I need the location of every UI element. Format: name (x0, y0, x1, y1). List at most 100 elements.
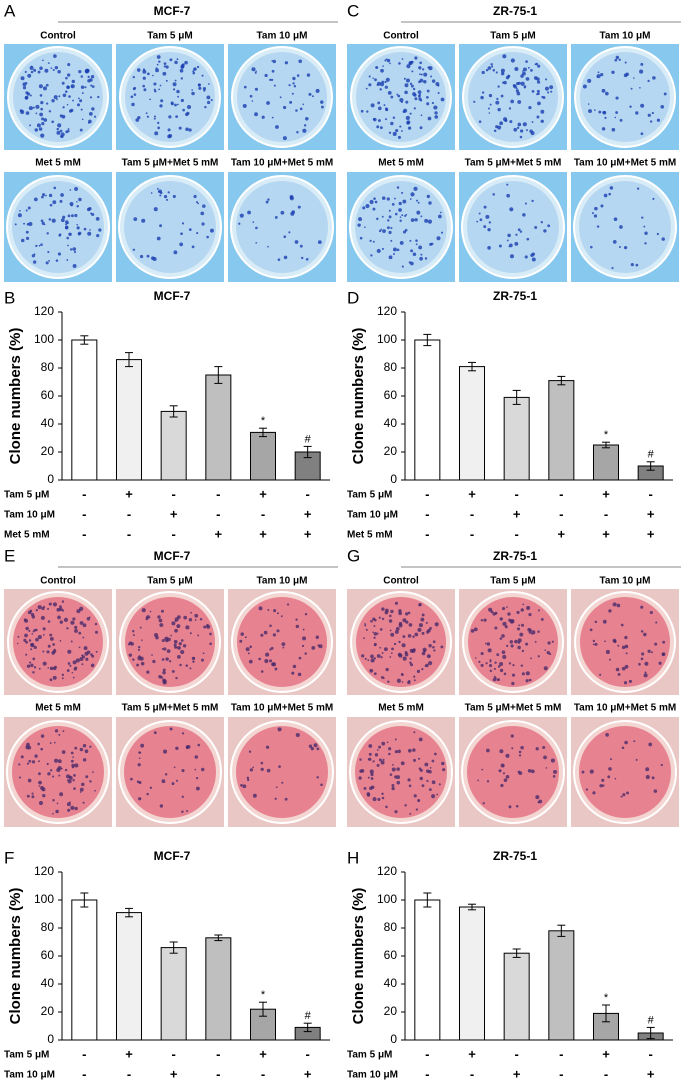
colony (413, 107, 416, 110)
colony (269, 624, 272, 628)
colony (55, 809, 59, 814)
colony (506, 239, 509, 242)
colony (132, 629, 135, 633)
colony (162, 671, 166, 675)
colony (305, 257, 309, 261)
colony (239, 639, 243, 643)
colony (136, 663, 140, 667)
colony (180, 98, 184, 103)
colony (594, 109, 596, 111)
colony (520, 608, 524, 612)
colony (84, 749, 89, 754)
colony (480, 652, 484, 656)
colony (542, 96, 546, 99)
colony (156, 187, 159, 190)
colony (511, 681, 515, 686)
colony (25, 653, 28, 656)
colony (295, 618, 298, 621)
colony (316, 776, 319, 779)
treatment-sign: + (468, 486, 476, 501)
colony (166, 649, 171, 653)
colony (172, 82, 177, 87)
colony (158, 618, 163, 623)
colony (635, 758, 638, 761)
colony (87, 231, 92, 236)
colony (406, 78, 410, 83)
colony (33, 68, 37, 72)
colony (520, 623, 525, 627)
colony (133, 93, 137, 96)
y-tick-label: 100 (34, 892, 54, 906)
colony (503, 80, 507, 85)
colony (138, 645, 141, 649)
colony (537, 609, 541, 612)
colony (185, 625, 190, 630)
colony (200, 211, 205, 216)
colony (49, 203, 53, 207)
colony (506, 644, 509, 647)
colony (67, 214, 71, 218)
colony (40, 747, 44, 751)
well-label: Tam 10 μM+Met 5 mM (231, 703, 333, 714)
colony (191, 89, 194, 91)
colony (600, 73, 604, 77)
colony (388, 230, 392, 235)
colony (392, 116, 396, 120)
colony (509, 243, 513, 248)
colony (180, 232, 183, 236)
colony (165, 65, 169, 69)
colony (656, 232, 660, 236)
colony (545, 767, 548, 769)
colony (142, 69, 147, 74)
colony (581, 770, 585, 774)
colony (267, 609, 270, 612)
colony (149, 610, 152, 613)
colony (137, 648, 141, 651)
colony (167, 128, 171, 132)
colony (407, 126, 412, 130)
treatment-name: Tam 10 μM (4, 510, 55, 521)
well-medium (467, 726, 559, 818)
colony (52, 666, 57, 671)
colony (519, 230, 523, 233)
colony (401, 101, 403, 104)
colony (418, 623, 423, 628)
colony (423, 649, 426, 653)
colony (183, 615, 188, 620)
colony (401, 191, 404, 194)
colony (587, 78, 592, 83)
colony (537, 92, 540, 96)
colony (496, 97, 499, 101)
colony (194, 619, 197, 621)
colony (544, 86, 549, 91)
colony (594, 642, 598, 646)
well-rim (461, 175, 565, 279)
colony (146, 115, 149, 118)
colony (488, 664, 493, 668)
colony (505, 775, 510, 779)
colony (162, 71, 167, 76)
colony (181, 795, 184, 798)
significance-label: * (604, 992, 609, 1004)
colony (419, 256, 423, 261)
colony (537, 655, 540, 658)
colony (414, 97, 418, 101)
colony (127, 643, 130, 646)
colony (194, 755, 199, 759)
colony (156, 55, 161, 59)
colony (367, 776, 370, 779)
colony (42, 86, 47, 91)
well-label: Tam 10 μM+Met 5 mM (574, 703, 676, 714)
colony (370, 658, 375, 663)
colony (419, 768, 423, 772)
y-axis-title: Clone numbers (%) (7, 888, 24, 1025)
colony (195, 776, 199, 780)
well-medium (237, 597, 327, 687)
treatment-sign: - (470, 526, 474, 541)
colony (35, 637, 39, 642)
colony (410, 192, 415, 197)
colony (90, 84, 93, 87)
colony (146, 670, 150, 674)
colony (515, 233, 518, 236)
